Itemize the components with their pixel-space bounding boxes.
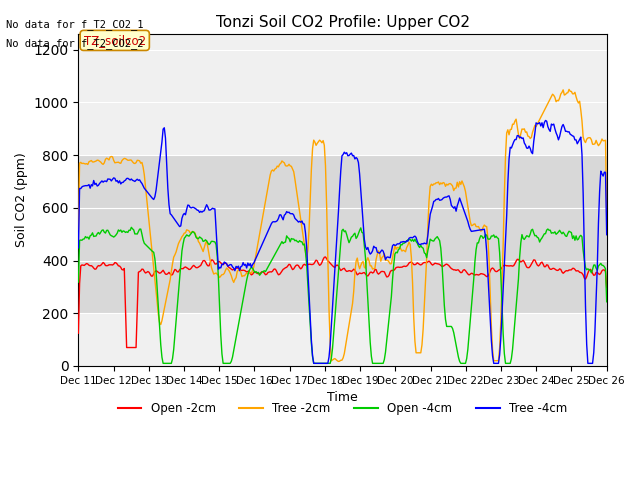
Text: TZ_soilco2: TZ_soilco2 (84, 34, 146, 47)
Bar (79, 155, 607, 313)
Y-axis label: Soil CO2 (ppm): Soil CO2 (ppm) (15, 153, 28, 247)
Text: No data for f_T2_CO2_2: No data for f_T2_CO2_2 (6, 38, 144, 49)
X-axis label: Time: Time (327, 391, 358, 404)
Legend: Open -2cm, Tree -2cm, Open -4cm, Tree -4cm: Open -2cm, Tree -2cm, Open -4cm, Tree -4… (113, 397, 572, 420)
Text: No data for f_T2_CO2_1: No data for f_T2_CO2_1 (6, 19, 144, 30)
Title: Tonzi Soil CO2 Profile: Upper CO2: Tonzi Soil CO2 Profile: Upper CO2 (216, 15, 470, 30)
